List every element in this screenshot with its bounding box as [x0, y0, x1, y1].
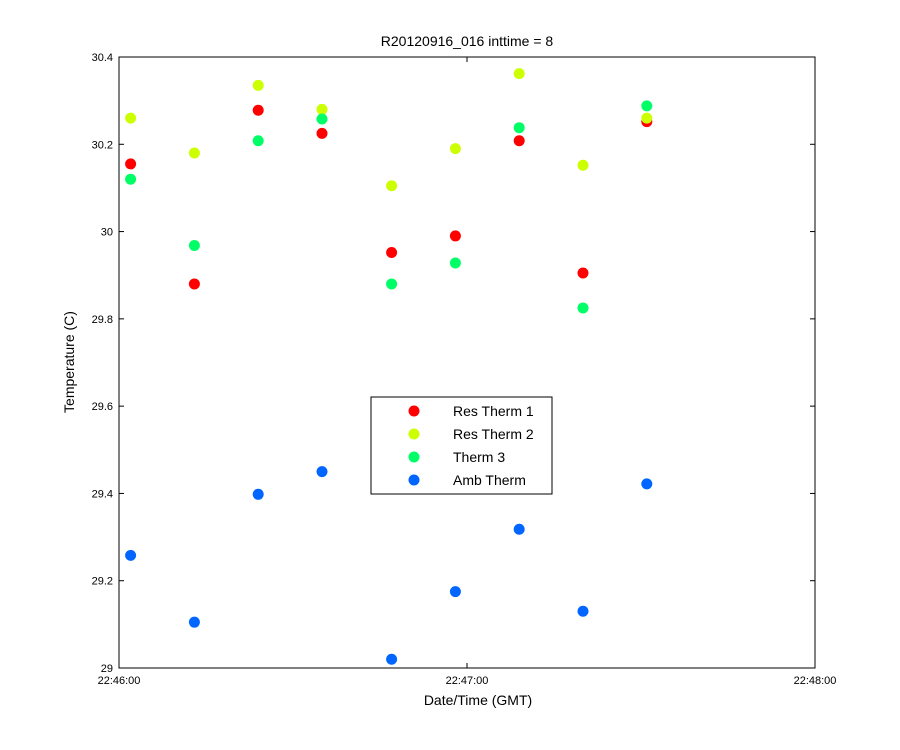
data-point [386, 278, 398, 290]
data-point [125, 112, 137, 124]
y-tick-label: 29.8 [92, 314, 113, 326]
legend: Res Therm 1 Res Therm 2 Therm 3 Amb Therm [370, 396, 553, 495]
x-tick-label: 22:48:00 [794, 675, 837, 687]
data-points [125, 68, 653, 665]
axis-ticks: 29 29.2 29.4 29.6 29.8 30 30.2 30.4 22:46:00 22:4… [92, 52, 837, 687]
legend-entry: Amb Therm [453, 472, 526, 488]
data-point [316, 103, 328, 115]
data-point [386, 247, 398, 259]
y-tick-label: 30.2 [92, 139, 113, 151]
data-point [577, 267, 589, 279]
data-point [386, 653, 398, 665]
data-point [252, 135, 264, 147]
legend-marker [408, 451, 420, 463]
legend-entry: Res Therm 2 [453, 426, 534, 442]
x-axis-label: Date/Time (GMT) [424, 692, 532, 708]
data-point [188, 278, 200, 290]
legend-box [370, 396, 553, 495]
data-point [316, 127, 328, 139]
data-point [386, 180, 398, 192]
y-tick-label: 29 [101, 663, 113, 675]
data-point [449, 230, 461, 242]
data-point [252, 79, 264, 91]
data-point [641, 100, 653, 112]
data-point [449, 586, 461, 598]
data-point [641, 112, 653, 124]
data-point [513, 122, 525, 134]
data-point [125, 158, 137, 170]
x-tick-label: 22:47:00 [446, 675, 489, 687]
y-tick-label: 30 [101, 227, 113, 239]
data-point [577, 159, 589, 171]
data-point [641, 478, 653, 490]
x-tick-label: 22:46:00 [98, 675, 141, 687]
data-point [513, 135, 525, 147]
data-point [125, 549, 137, 561]
legend-marker [408, 428, 420, 440]
data-point [188, 240, 200, 252]
legend-entry: Therm 3 [453, 449, 505, 465]
plot-area [118, 56, 816, 669]
data-point [316, 113, 328, 125]
legend-marker [408, 474, 420, 486]
data-point [513, 68, 525, 80]
data-point [316, 466, 328, 478]
y-axis-label: Temperature (C) [61, 311, 77, 413]
y-tick-label: 29.6 [92, 401, 113, 413]
data-point [188, 147, 200, 159]
data-point [252, 104, 264, 116]
data-point [188, 616, 200, 628]
data-point [577, 605, 589, 617]
y-tick-label: 29.2 [92, 576, 113, 588]
y-tick-label: 29.4 [92, 488, 113, 500]
data-point [252, 488, 264, 500]
data-point [125, 173, 137, 185]
chart-title: R20120916_016 inttime = 8 [381, 33, 554, 49]
legend-marker [408, 405, 420, 417]
data-point [449, 257, 461, 269]
data-point [577, 302, 589, 314]
data-point [513, 523, 525, 535]
y-tick-label: 30.4 [92, 52, 113, 64]
legend-entry: Res Therm 1 [453, 403, 534, 419]
data-point [449, 143, 461, 155]
